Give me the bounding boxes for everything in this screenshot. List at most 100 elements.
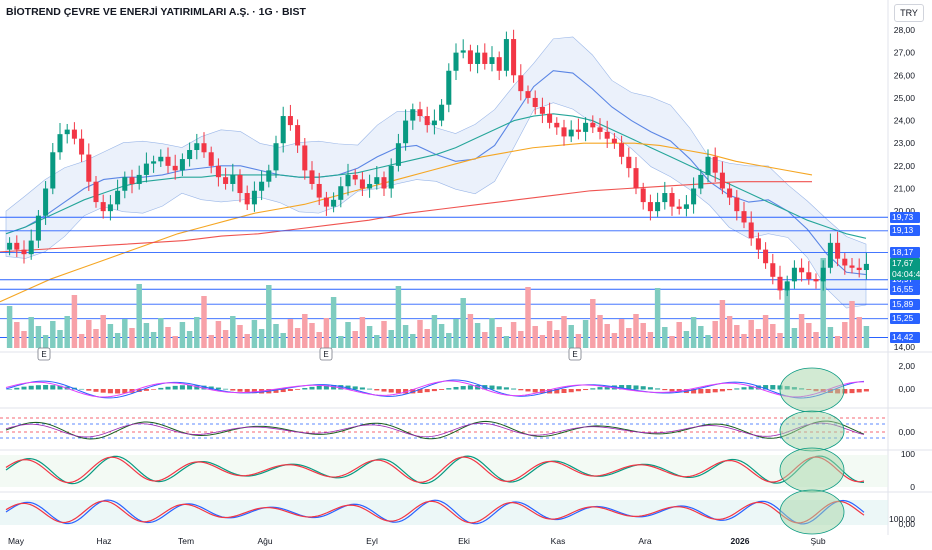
candle-body [136,174,142,184]
volume-bar [546,321,553,348]
price-level-tag: 19,73 [890,211,920,223]
volume-bar [618,319,625,348]
volume-bar [827,327,834,348]
current-price: 17,67 [892,257,914,268]
bollinger-band [5,36,867,309]
candle-body [331,199,337,207]
candle-body [57,134,63,153]
candle-body [554,122,560,128]
macd-histogram-bar [201,385,207,390]
macd-histogram-bar [165,386,171,390]
candle-body [446,70,452,105]
macd-histogram-bar [691,389,697,394]
candle-body [453,52,459,71]
volume-bar [856,317,862,348]
macd-histogram-bar [719,389,725,392]
volume-bar [762,315,769,348]
volume-bar [107,324,114,348]
price-level-tag: 16,55 [890,283,920,295]
current-price-tag: 17,67 04:04:41 [890,257,926,280]
candle-body [201,143,207,153]
panel-tick-label: 100 [901,449,915,459]
panel-tick-label: 0 [910,482,915,492]
macd-histogram-bar [100,389,106,393]
volume-bar [273,324,279,348]
candle-body [691,188,697,205]
candle-body [784,281,790,291]
volume-bar [561,316,567,348]
macd-histogram-bar [194,385,200,390]
volume-bar [381,321,387,348]
volume-bar [712,321,718,348]
volume-bar [453,319,459,348]
bar-countdown: 04:04:41 [892,268,926,279]
volume-bar [777,333,783,348]
candle-body [770,263,776,277]
macd-histogram-bar [770,385,776,390]
candle-body [856,267,862,271]
macd-histogram-bar [417,389,423,393]
candle-body [849,265,855,268]
candle-body [597,127,603,132]
volume-bar [71,295,78,348]
volume-bar [359,317,366,348]
macd-histogram-bar [647,387,653,390]
volume-bar [374,335,380,348]
candle-body [338,186,344,200]
svg-text:E: E [572,350,577,359]
date-axis-label: Tem [178,536,194,546]
macd-histogram-bar [359,387,365,390]
macd-histogram-bar [453,386,459,390]
price-tick-label: 27,00 [894,48,916,58]
candle-body [237,174,243,194]
candle-body [64,129,70,135]
candle-body [187,150,193,160]
candle-body [352,174,358,180]
macd-histogram-bar [640,386,646,390]
volume-bar [849,301,855,348]
macd-histogram-bar [424,389,430,393]
signal-highlight [779,489,845,535]
candle-body [395,143,401,166]
candle-body [655,202,661,212]
volume-bar [690,317,697,348]
volume-bar [474,323,481,348]
volume-bar [431,315,438,348]
volume-bar [302,314,308,348]
candle-body [511,39,517,76]
candle-body [467,50,473,64]
currency-selector[interactable]: TRY [894,4,924,22]
price-tick-label: 24,00 [894,116,916,126]
volume-bar [662,327,668,348]
volume-bar [258,329,265,348]
volume-bar [410,334,416,348]
volume-bar [705,335,711,348]
candle-body [280,116,286,144]
oscillator-line [5,420,865,440]
candle-body [813,279,819,282]
candle-body [611,138,617,144]
candle-body [388,165,394,189]
candle-body [295,125,301,146]
candle-body [633,168,639,189]
candle-body [727,188,733,198]
macd-histogram-bar [439,389,445,390]
volume-bar [402,325,409,348]
candle-body [381,177,387,189]
volume-bar [50,321,56,348]
signal-highlight [779,410,845,452]
macd-histogram-bar [381,389,387,392]
panel-tick-label: 0,00 [898,519,915,529]
stochrsi-d-line [5,500,865,524]
volume-bar [770,324,776,348]
ma-line-sma100 [0,142,813,303]
volume-bar [719,300,726,348]
volume-bar [237,325,243,348]
date-axis-label: Eyl [366,536,378,546]
macd-histogram-bar [633,385,639,390]
candle-body [374,177,380,184]
macd-histogram-bar [251,389,257,394]
candle-body [158,156,164,162]
candle-body [230,174,236,184]
